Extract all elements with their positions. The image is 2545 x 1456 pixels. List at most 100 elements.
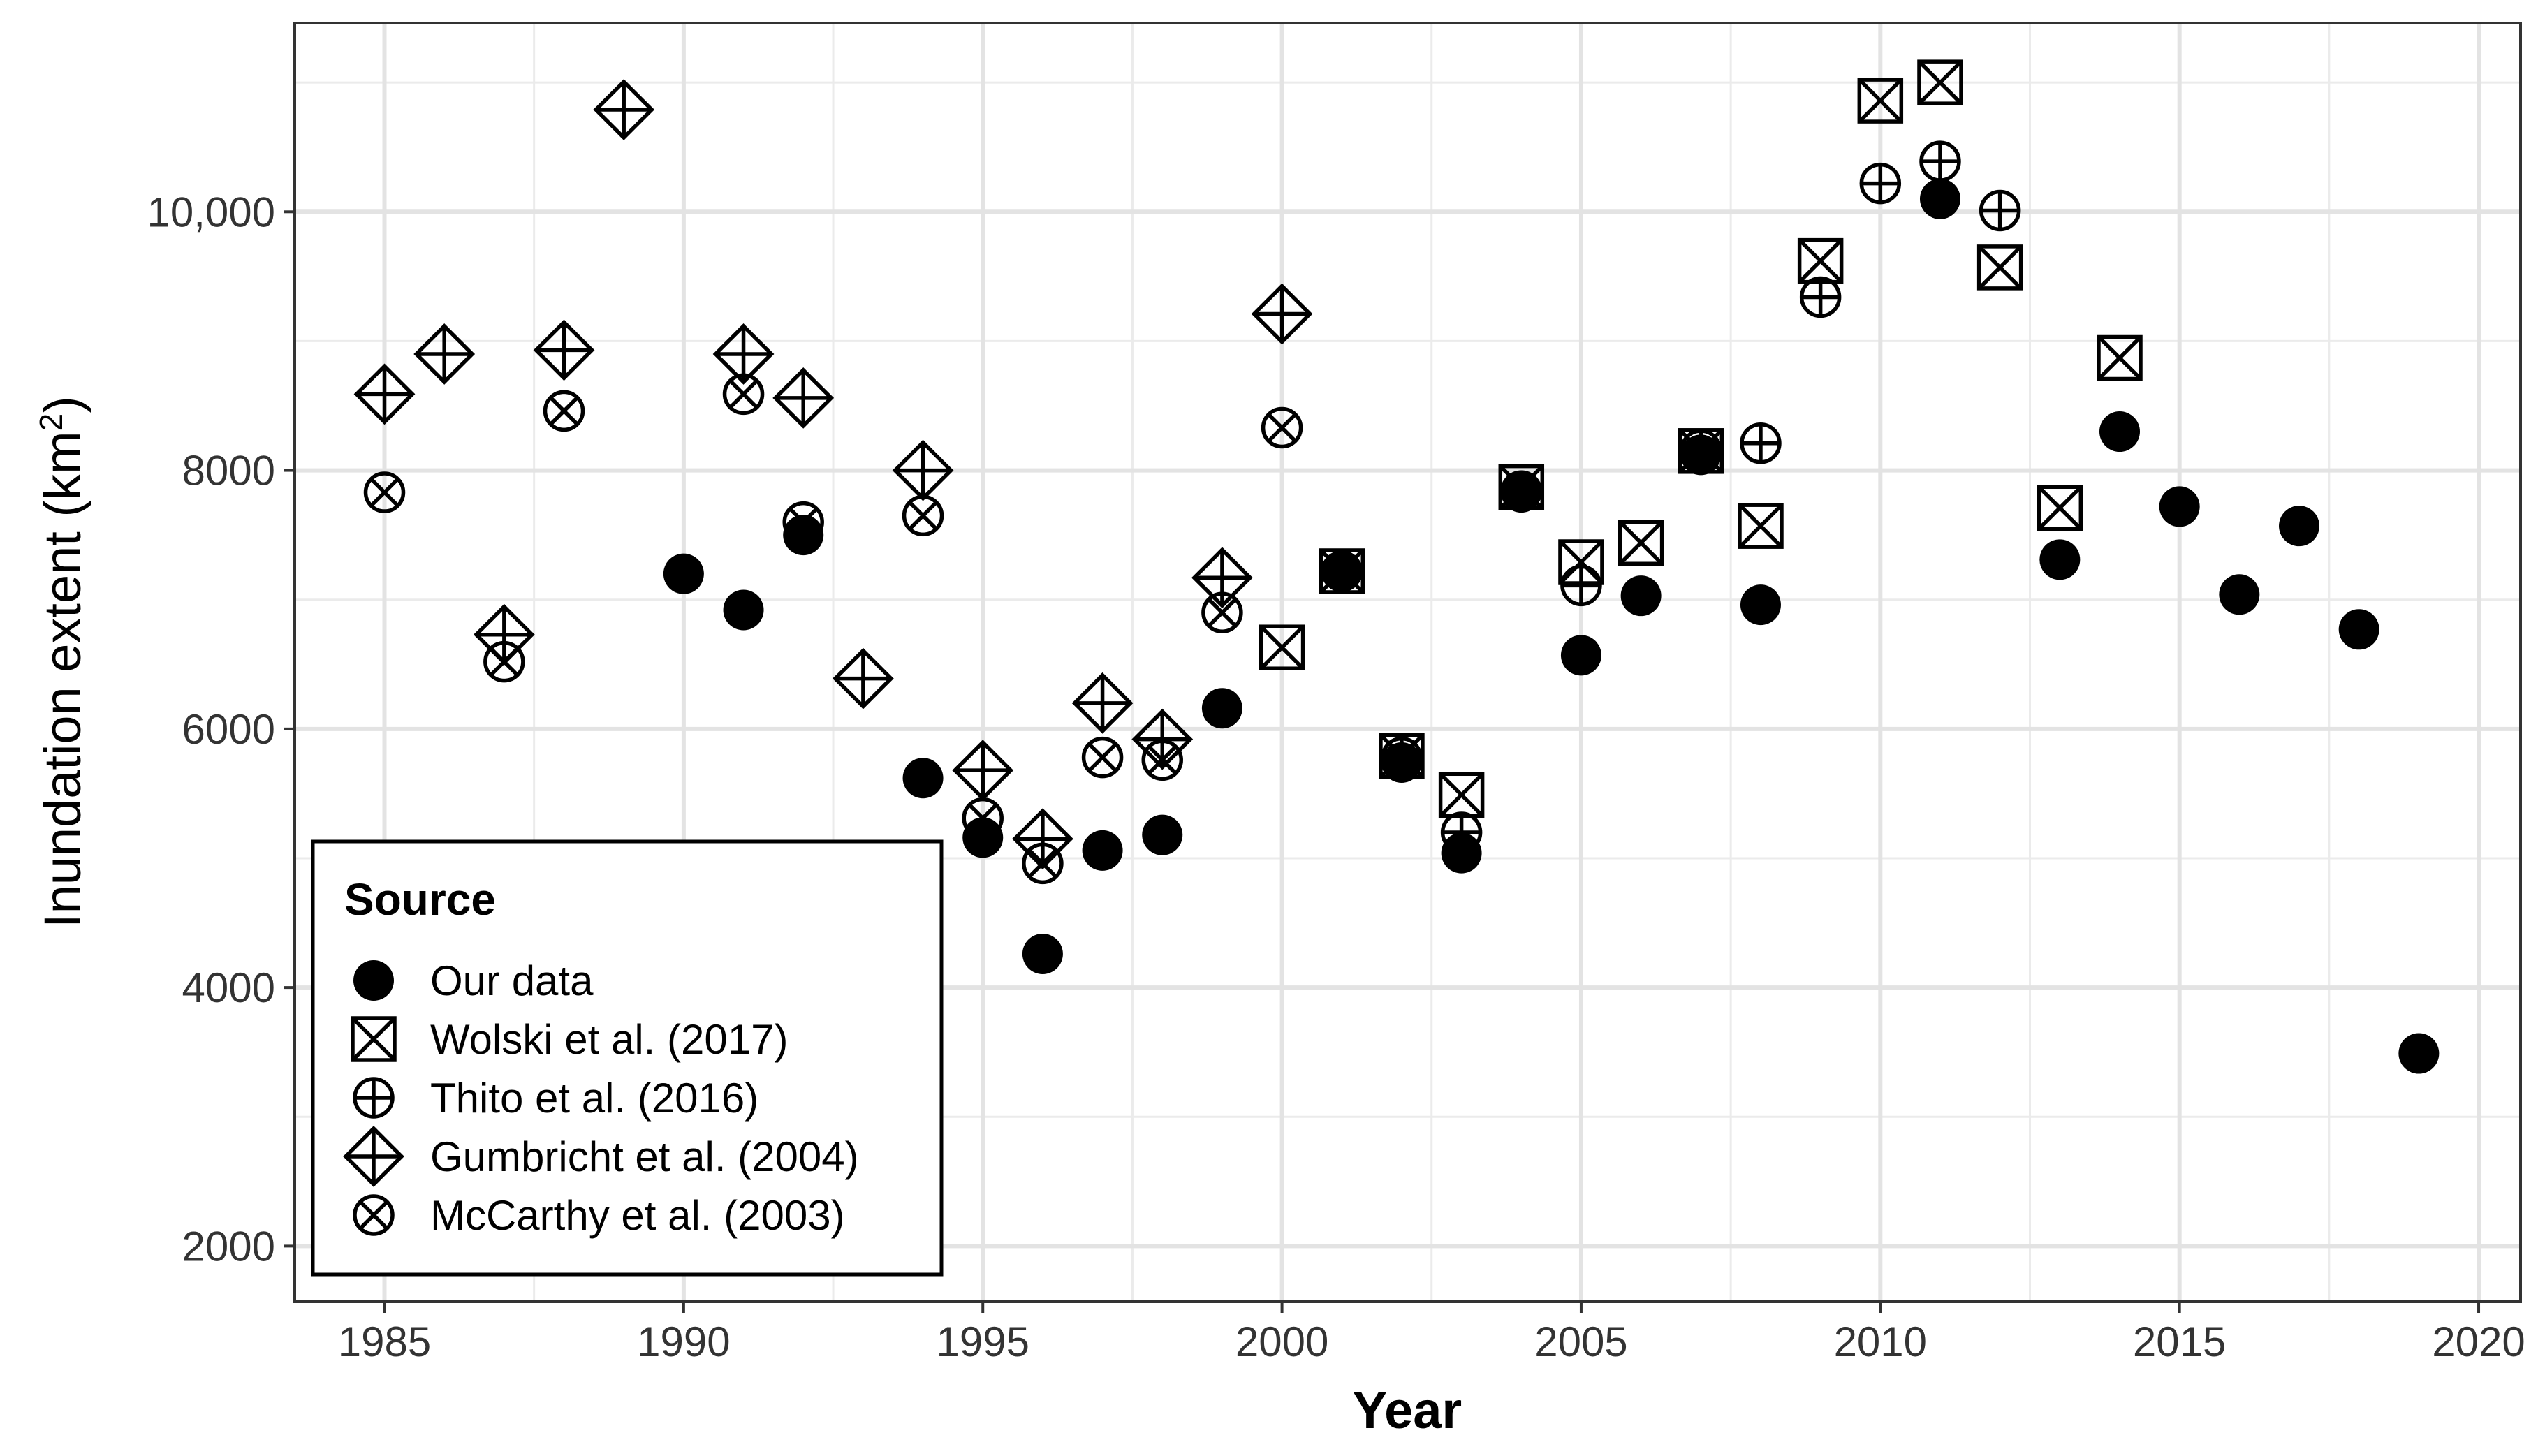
data-point-filled-circle [1022,933,1063,974]
data-point-circle-x [363,471,406,513]
legend-label: Our data [430,957,594,1004]
legend-item: McCarthy et al. (2003) [353,1192,845,1239]
legend-key-square-x [351,1016,397,1062]
y-tick-label: 6000 [182,706,275,753]
data-point-square-x [1738,503,1784,549]
x-tick-label: 2015 [2133,1318,2226,1365]
legend: Source Our data Wolski et al. (2017) Thito… [311,839,944,1277]
data-point-circle-plus [1740,422,1782,464]
x-tick-label: 1995 [936,1318,1029,1365]
data-point-filled-circle [902,758,944,799]
data-point-circle-plus [1321,550,1363,592]
data-point-circle-x [722,373,765,416]
data-point-filled-circle [2159,486,2200,527]
y-axis-title-superscript: 2 [33,413,69,432]
data-point-filled-circle [723,589,764,631]
data-point-filled-circle [1082,830,1123,871]
y-axis-title-main: Inundation extent (km [34,431,91,928]
data-point-diamond-plus [712,323,775,385]
data-point-diamond-plus [1071,672,1134,734]
legend-item: Gumbricht et al. (2004) [343,1126,859,1187]
y-tick-label: 2000 [182,1223,275,1270]
data-point-circle-x [1141,739,1183,781]
legend-key-circle-plus [353,1077,395,1119]
data-point-filled-circle [2279,506,2320,547]
data-point-square-x [1618,520,1664,566]
y-axis-ticks: 2000 4000 6000 8000 10,000 [147,189,295,1270]
data-point-diamond-plus [772,367,835,429]
x-tick-label: 2005 [1534,1318,1627,1365]
data-point-circle-x [962,797,1004,839]
data-point-circle-plus [1560,564,1602,607]
data-point-square-x [2037,485,2083,531]
data-point-circle-plus [1440,811,1483,853]
data-point-filled-circle [783,515,824,556]
y-tick-label: 8000 [182,448,275,494]
legend-title: Source [344,874,496,925]
x-tick-label: 2010 [1834,1318,1927,1365]
data-point-diamond-plus [832,647,894,709]
data-point-diamond-plus [533,319,595,381]
data-point-circle-x [1022,842,1064,885]
series-diamond-plus [353,79,1313,870]
data-point-filled-circle [663,553,704,594]
legend-item: Our data [353,957,594,1004]
series-circle-plus [1321,140,2021,853]
x-tick-label: 1985 [338,1318,431,1365]
y-axis-title: Inundation extent (km2) [33,396,91,928]
data-point-square-x [2097,334,2143,381]
legend-label: McCarthy et al. (2003) [430,1192,845,1239]
data-point-filled-circle [1201,688,1242,729]
data-point-filled-circle [1560,635,1601,676]
data-point-diamond-plus [413,323,476,385]
data-point-filled-circle [1740,584,1781,626]
data-point-filled-circle [2338,609,2379,650]
data-point-filled-circle [2219,574,2260,615]
legend-items: Our data Wolski et al. (2017) Thito et al.… [343,957,859,1239]
data-point-diamond-plus [1251,283,1313,345]
data-point-filled-circle [2398,1033,2440,1074]
data-point-square-x [1976,244,2023,291]
data-point-filled-circle [1142,814,1183,855]
data-point-filled-circle [2099,411,2140,453]
data-point-circle-x [902,494,944,537]
y-tick-label: 4000 [182,964,275,1011]
legend-key-diamond-plus [343,1126,404,1187]
legend-label: Thito et al. (2016) [430,1075,758,1122]
plot-panel-border [293,22,2522,1303]
data-point-diamond-plus [593,79,655,140]
y-tick-label: 10,000 [147,189,275,235]
x-tick-label: 2000 [1235,1318,1328,1365]
data-point-filled-circle [1919,178,1960,219]
data-point-circle-plus [1680,429,1722,471]
x-tick-label: 2020 [2432,1318,2525,1365]
data-point-diamond-plus [1012,808,1073,870]
data-point-diamond-plus [1191,547,1253,609]
data-point-circle-plus [1859,162,1902,205]
legend-label: Wolski et al. (2017) [430,1016,788,1063]
data-points [353,59,2440,1074]
data-point-circle-plus [1799,276,1842,318]
data-point-filled-circle [1620,575,1662,617]
legend-item: Thito et al. (2016) [353,1075,758,1122]
legend-item: Wolski et al. (2017) [351,1016,788,1063]
data-point-circle-plus [1381,736,1423,779]
data-point-square-x [1857,78,1904,124]
data-point-square-x [1917,59,1963,105]
x-tick-label: 1990 [637,1318,730,1365]
data-point-circle-x [483,640,525,683]
data-point-circle-plus [1979,189,2021,232]
legend-key-filled-circle [353,960,394,1001]
data-point-circle-x [1201,591,1243,633]
x-axis-ticks: 1985 1990 1995 2000 2005 2010 2015 2020 [338,1302,2525,1365]
data-point-circle-x [543,390,585,432]
data-point-circle-x [1081,736,1124,779]
legend-key-circle-x [353,1194,395,1236]
data-point-square-x [1259,624,1305,670]
data-point-filled-circle [2039,539,2081,580]
legend-label: Gumbricht et al. (2004) [430,1133,859,1180]
data-point-circle-x [1261,406,1303,449]
series-circle-x [363,373,1303,885]
x-axis-title: Year [1353,1381,1462,1439]
